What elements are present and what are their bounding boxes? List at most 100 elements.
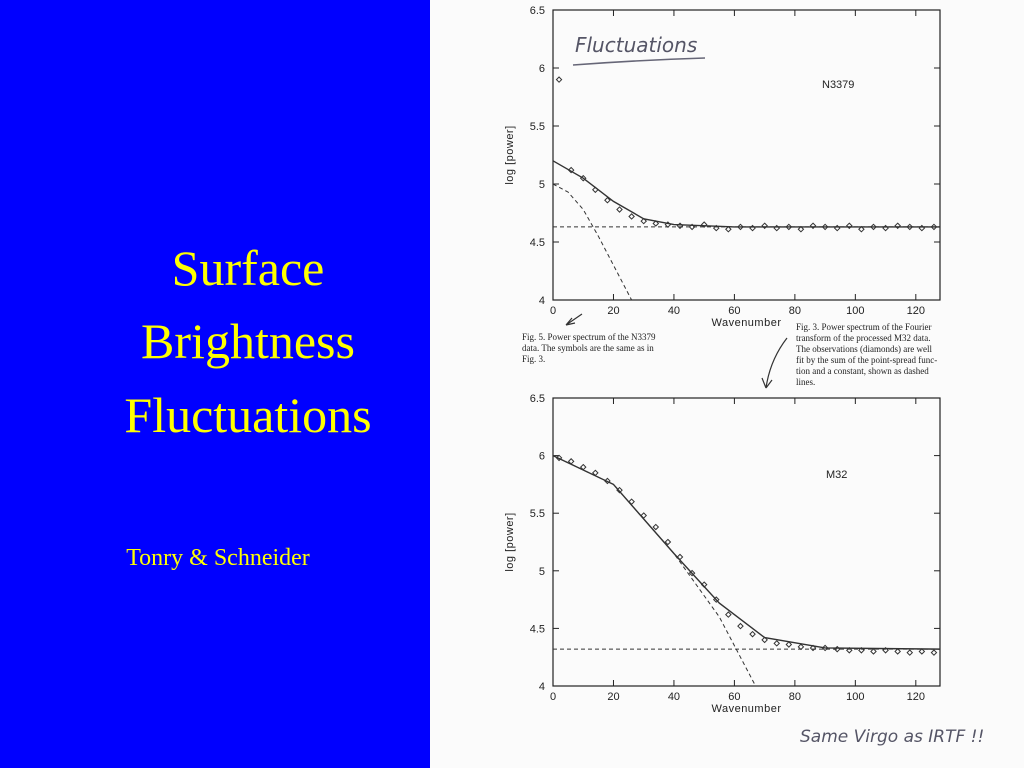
x-tick-label: 120 (907, 305, 925, 317)
plot-frame (552, 9, 941, 301)
caption-line: transform of the processed M32 data. (796, 333, 930, 343)
y-tick-label: 5.5 (530, 508, 545, 520)
x-tick-label: 60 (728, 305, 740, 317)
data-point (592, 186, 599, 194)
y-tick-label: 6.5 (530, 393, 545, 405)
data-point (628, 498, 635, 505)
slide-title-line: Fluctuations (124, 387, 371, 443)
data-point (725, 225, 732, 233)
data-point (785, 223, 793, 231)
x-tick-label: 100 (846, 305, 864, 317)
x-tick-label: 120 (907, 691, 925, 703)
y-tick-label: 4.5 (530, 237, 545, 249)
data-point (725, 611, 732, 618)
data-point (930, 223, 938, 231)
data-point (640, 217, 648, 225)
data-point (906, 223, 914, 231)
panel-label: M32 (826, 469, 847, 481)
psf-curve (552, 183, 633, 301)
x-tick-label: 80 (789, 305, 801, 317)
data-point (664, 538, 672, 546)
underline (572, 57, 706, 66)
caption-line: fit by the sum of the point-spread func- (796, 355, 937, 365)
arrow (761, 337, 788, 389)
y-tick-label: 4.5 (530, 623, 545, 635)
data-point (882, 224, 889, 232)
x-tick-label: 60 (728, 691, 740, 703)
data-point (616, 486, 623, 494)
plot-frame (552, 397, 941, 687)
x-tick-label: 0 (550, 305, 556, 317)
data-point (858, 646, 865, 654)
data-point (918, 648, 926, 655)
data-point (930, 649, 938, 656)
x-axis-label: Wavenumber (711, 317, 781, 329)
data-point (797, 225, 805, 233)
data-point (555, 76, 563, 83)
x-tick-label: 80 (789, 691, 801, 703)
data-point (555, 454, 563, 462)
data-point (688, 223, 696, 231)
caption-line: data. The symbols are the same as in (522, 343, 654, 353)
data-point (604, 196, 611, 204)
data-point (749, 630, 756, 638)
data-point (640, 512, 648, 519)
data-point (579, 463, 587, 471)
caption-line: Fig. 5. Power spectrum of the N3379 (522, 332, 656, 342)
arrow (565, 313, 583, 326)
data-point (652, 523, 660, 531)
x-tick-label: 40 (668, 691, 680, 703)
data-point (845, 646, 853, 654)
data-point (676, 553, 684, 561)
data-point (809, 644, 817, 652)
data-point (858, 225, 865, 233)
data-point (604, 477, 611, 485)
data-point (579, 174, 587, 182)
panel-label: N3379 (822, 79, 854, 91)
data-point (773, 640, 781, 647)
data-point (870, 648, 877, 655)
data-point (628, 213, 635, 220)
data-point (821, 223, 829, 231)
data-point (749, 224, 756, 232)
data-point (567, 166, 575, 174)
figure-panel (430, 0, 1024, 768)
data-point (821, 644, 829, 652)
y-axis-label: log [power] (504, 125, 516, 184)
fit-curve (552, 454, 941, 650)
data-point (712, 596, 720, 603)
x-tick-label: 100 (846, 691, 864, 703)
data-point (737, 223, 744, 231)
slide-title-line: Brightness (141, 313, 355, 369)
y-tick-label: 5 (539, 566, 545, 578)
y-tick-label: 6.5 (530, 5, 545, 17)
data-point (567, 458, 575, 465)
y-tick-label: 5.5 (530, 121, 545, 133)
data-point (906, 649, 914, 656)
y-tick-label: 4 (539, 681, 545, 693)
data-point (652, 220, 660, 227)
data-point (918, 224, 926, 232)
data-point (688, 569, 696, 577)
data-point (833, 224, 841, 232)
y-axis-label: log [power] (504, 512, 516, 571)
data-point (894, 648, 901, 655)
data-point (761, 636, 768, 644)
x-tick-label: 20 (607, 691, 619, 703)
data-point (700, 221, 708, 228)
caption-line: lines. (796, 377, 815, 387)
x-tick-label: 0 (550, 691, 556, 703)
handwritten-note: Same Virgo as IRTF !! (800, 727, 984, 747)
data-point (700, 581, 708, 588)
x-tick-label: 20 (607, 305, 619, 317)
data-point (592, 469, 599, 477)
data-point (664, 221, 672, 228)
caption-line: Fig. 3. Power spectrum of the Fourier (796, 322, 931, 332)
slide-title-line: Surface (172, 240, 325, 296)
data-point (833, 645, 841, 653)
y-tick-label: 6 (539, 451, 545, 463)
x-tick-label: 40 (668, 305, 680, 317)
data-point (761, 222, 768, 230)
